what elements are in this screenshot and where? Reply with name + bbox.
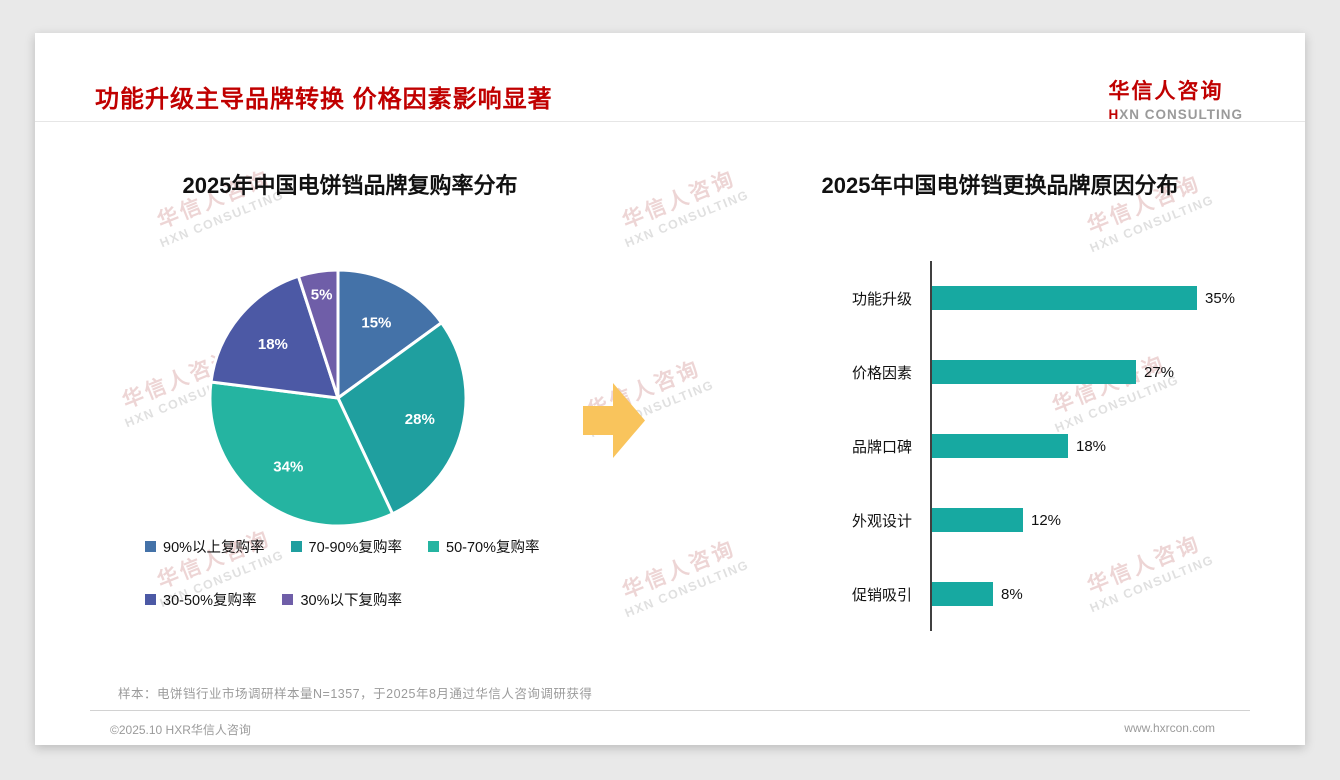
- header-divider: [35, 121, 1305, 122]
- bar: [932, 582, 993, 606]
- bar-value-label: 18%: [1076, 437, 1107, 455]
- watermark: 华信人咨询 HXN CONSULTING: [612, 530, 751, 620]
- legend-item: 90%以上复购率: [145, 536, 265, 557]
- sample-note: 样本：电饼铛行业市场调研样本量N=1357，于2025年8月通过华信人咨询调研获…: [118, 687, 593, 701]
- footer-divider: [90, 710, 1250, 711]
- pie-data-label: 5%: [311, 286, 333, 303]
- pie-slice: [336, 268, 444, 400]
- brand-subtitle: HXN CONSULTING: [1108, 107, 1243, 122]
- pie-data-label: 18%: [258, 336, 288, 353]
- page-title: 功能升级主导品牌转换 价格因素影响显著: [95, 86, 553, 113]
- bar-category-label: 价格因素: [851, 364, 912, 382]
- bar-track: 18%: [930, 409, 1270, 483]
- watermark-line2: HXN CONSULTING: [622, 187, 751, 251]
- bar-value-label: 35%: [1205, 289, 1236, 307]
- legend-swatch: [290, 541, 302, 552]
- legend-label: 30%以下复购率: [300, 593, 403, 609]
- bar-chart-title: 2025年中国电饼铛更换品牌原因分布: [821, 173, 1179, 198]
- pie-slice: [336, 321, 468, 516]
- watermark-line1: 华信人咨询: [619, 536, 740, 604]
- pie-legend: 90%以上复购率 70-90%复购率 50-70%复购率 30-50%复购率 30%以下…: [145, 536, 540, 642]
- brand-logo: 华信人咨询 HXN CONSULTING: [1109, 75, 1244, 122]
- legend-swatch: [145, 594, 156, 605]
- pie-data-label: 34%: [273, 458, 303, 475]
- bar-category-label: 品牌口碑: [851, 438, 912, 456]
- arrow-shape: [583, 383, 645, 458]
- bar-category-label: 促销吸引: [851, 586, 912, 604]
- bar-row: 促销吸引 8%: [780, 557, 1270, 631]
- bar-value-label: 8%: [1001, 585, 1023, 603]
- bar-track: 8%: [930, 557, 1270, 631]
- bar-category-label: 外观设计: [851, 512, 912, 530]
- watermark-line1: 华信人咨询: [619, 166, 740, 234]
- watermark: 华信人咨询 HXN CONSULTING: [612, 160, 751, 250]
- legend-label: 50-70%复购率: [446, 540, 540, 556]
- legend-label: 90%以上复购率: [163, 540, 265, 556]
- bar-row: 品牌口碑 18%: [780, 409, 1270, 483]
- bar: [932, 286, 1197, 310]
- bar: [932, 434, 1068, 458]
- pie-slice: [209, 274, 340, 400]
- watermark-line2: HXN CONSULTING: [622, 557, 751, 621]
- bar-chart: 功能升级 35% 价格因素 27% 品牌口碑 18% 外观设计 12% 促销吸引 8%: [780, 261, 1270, 631]
- bar-row: 外观设计 12%: [780, 483, 1270, 557]
- bar-category-label: 功能升级: [851, 290, 912, 308]
- legend-row: 30-50%复购率 30%以下复购率: [145, 589, 540, 610]
- bar-row: 价格因素 27%: [780, 335, 1270, 409]
- bar-track: 27%: [930, 335, 1270, 409]
- legend-row: 90%以上复购率 70-90%复购率 50-70%复购率: [145, 536, 540, 557]
- arrow-right-icon: [583, 383, 645, 458]
- pie-data-label: 15%: [361, 315, 391, 332]
- website-text: www.hxrcon.com: [1124, 721, 1215, 735]
- bar-row: 功能升级 35%: [780, 261, 1270, 335]
- pie-slice: [296, 268, 340, 400]
- legend-item: 50-70%复购率: [428, 536, 540, 557]
- legend-item: 30%以下复购率: [282, 589, 402, 610]
- legend-item: 70-90%复购率: [290, 536, 403, 557]
- legend-label: 70-90%复购率: [308, 540, 403, 556]
- legend-label: 30-50%复购率: [163, 593, 257, 609]
- bar-value-label: 27%: [1144, 363, 1175, 381]
- watermark-line2: HXN CONSULTING: [1087, 192, 1216, 256]
- pie-data-label: 28%: [405, 411, 435, 428]
- brand-name: 华信人咨询: [1108, 80, 1224, 103]
- report-card: 华信人咨询 HXN CONSULTING 华信人咨询 HXN CONSULTING 华信…: [35, 33, 1305, 745]
- bar-track: 35%: [930, 261, 1270, 335]
- bar: [932, 508, 1023, 532]
- legend-item: 30-50%复购率: [145, 589, 256, 610]
- bar-track: 12%: [930, 483, 1270, 557]
- bar-value-label: 12%: [1031, 511, 1062, 529]
- bar: [932, 360, 1136, 384]
- pie-chart: 15% 28% 34% 18% 5%: [208, 268, 468, 528]
- pie-slice: [208, 380, 394, 528]
- pie-chart-title: 2025年中国电饼铛品牌复购率分布: [182, 173, 518, 198]
- legend-swatch: [145, 541, 156, 552]
- legend-swatch: [282, 594, 294, 605]
- copyright-text: ©2025.10 HXR华信人咨询: [110, 723, 251, 737]
- legend-swatch: [428, 541, 440, 552]
